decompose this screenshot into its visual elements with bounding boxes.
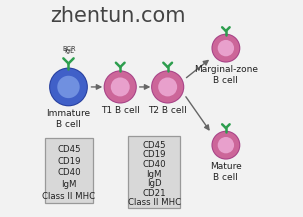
Text: BCR: BCR <box>63 46 76 52</box>
Text: T2 B cell: T2 B cell <box>148 106 187 115</box>
Text: Mature
B cell: Mature B cell <box>210 162 242 182</box>
Circle shape <box>152 71 183 102</box>
Circle shape <box>111 77 130 96</box>
Circle shape <box>212 35 239 61</box>
Text: IgM: IgM <box>61 180 77 189</box>
Circle shape <box>158 77 177 96</box>
Circle shape <box>151 70 184 104</box>
Text: CD40: CD40 <box>142 160 166 169</box>
Circle shape <box>50 69 87 105</box>
Text: CD19: CD19 <box>142 150 166 159</box>
Text: CD21: CD21 <box>142 189 166 198</box>
Text: T1 B cell: T1 B cell <box>101 106 140 115</box>
Text: CD19: CD19 <box>57 156 81 166</box>
Text: IgM: IgM <box>146 169 162 179</box>
Circle shape <box>105 71 136 102</box>
FancyBboxPatch shape <box>128 136 180 208</box>
Text: zhentun.com: zhentun.com <box>50 6 186 26</box>
Text: Marginal-zone
B cell: Marginal-zone B cell <box>194 65 258 85</box>
Circle shape <box>218 137 234 153</box>
Text: Immature
B cell: Immature B cell <box>46 109 91 128</box>
Circle shape <box>218 40 234 56</box>
Circle shape <box>211 34 240 62</box>
Circle shape <box>212 132 239 159</box>
Circle shape <box>211 131 240 159</box>
Circle shape <box>49 67 88 106</box>
Text: CD45: CD45 <box>142 141 166 150</box>
Text: Class II MHC: Class II MHC <box>128 198 181 207</box>
Text: IgD: IgD <box>147 179 161 188</box>
Circle shape <box>104 70 137 104</box>
Circle shape <box>57 76 80 98</box>
Text: Class II MHC: Class II MHC <box>42 192 95 201</box>
Text: IgL: IgL <box>65 48 75 54</box>
FancyBboxPatch shape <box>45 138 93 203</box>
Text: CD45: CD45 <box>57 145 81 154</box>
Text: CD40: CD40 <box>57 168 81 177</box>
